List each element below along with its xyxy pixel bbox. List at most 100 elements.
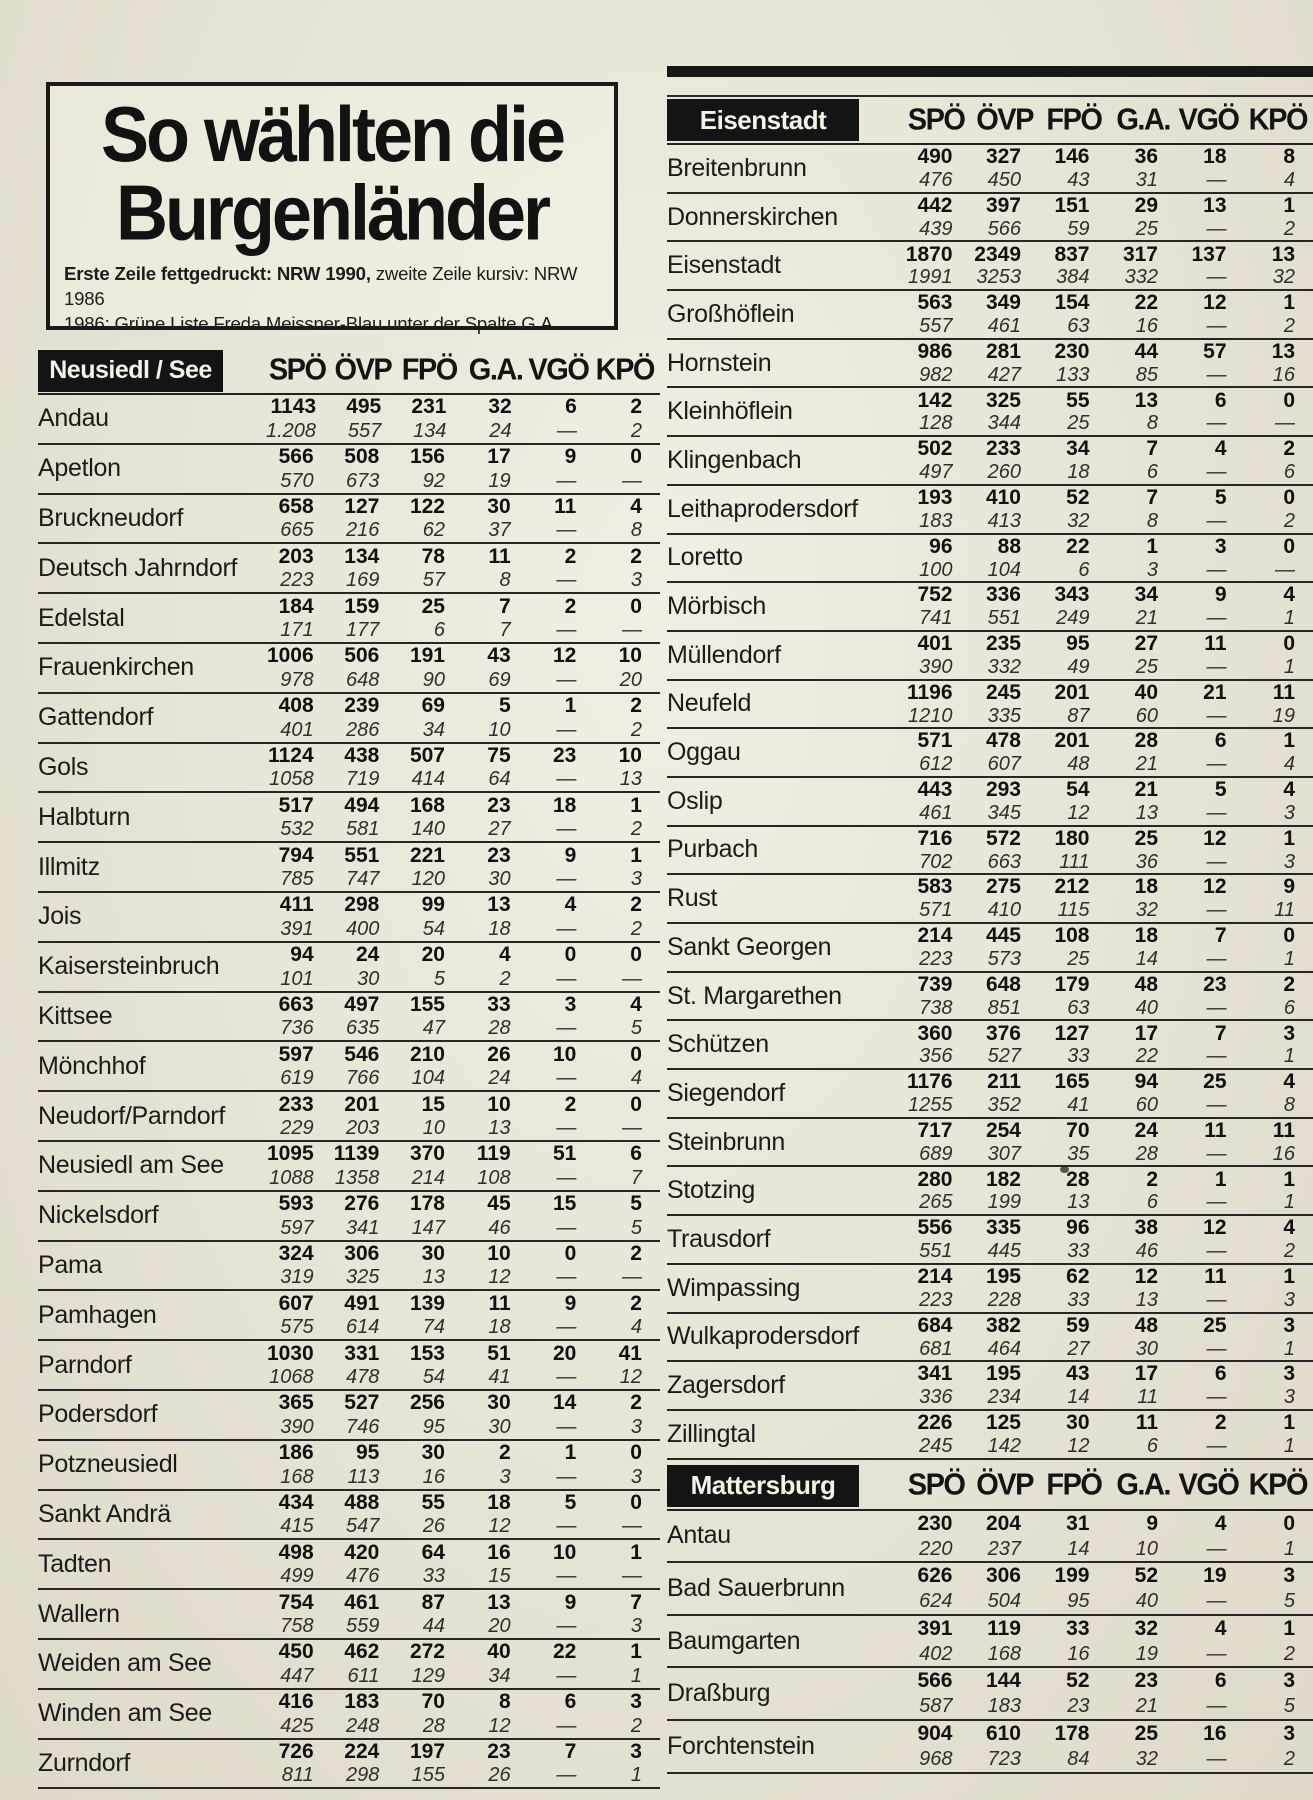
result-1986: 95	[1067, 1590, 1090, 1613]
result-1986: 6	[1078, 558, 1090, 581]
municipality-name: Forchtenstein	[667, 1731, 815, 1760]
result-1990: 1	[630, 793, 642, 817]
result-1990: 0	[564, 1241, 577, 1265]
result-1986: 40	[1135, 996, 1158, 1019]
result-1986: 665	[280, 519, 314, 542]
table-row: Purbach 716 572 180 25 12 1 702 663 111 36 — 3	[667, 827, 1313, 876]
result-1986: 352	[987, 1094, 1021, 1117]
result-1990: 0	[630, 943, 642, 967]
result-1990: 30	[487, 1391, 511, 1415]
table-row: Trausdorf 556 335 96 38 12 4 551 445 33 46 — 2	[667, 1216, 1313, 1265]
result-1990: 1196	[906, 680, 953, 704]
result-1990: 335	[985, 1216, 1021, 1240]
municipality-name: Wallern	[38, 1599, 120, 1628]
result-1990: 153	[409, 1341, 445, 1365]
result-1990: 4	[1214, 1616, 1227, 1640]
result-1990: 6	[564, 1690, 577, 1714]
result-1986: —	[556, 768, 577, 791]
municipality-name: Halbturn	[38, 802, 131, 831]
result-1986: —	[1206, 801, 1227, 824]
result-1990: 40	[487, 1640, 511, 1664]
result-1990: 4	[1283, 583, 1295, 607]
result-1986: —	[1206, 1642, 1227, 1665]
result-1986: 3	[630, 1465, 642, 1488]
result-1990: 4	[1283, 778, 1295, 802]
result-1986: 24	[488, 1067, 511, 1090]
result-1990: 256	[409, 1391, 445, 1415]
result-1986: 738	[919, 996, 953, 1019]
result-1986: 785	[280, 868, 314, 891]
result-1990: 365	[278, 1391, 314, 1415]
result-1986: 15	[488, 1565, 511, 1588]
result-1990: 15	[552, 1192, 577, 1216]
result-1986: 90	[422, 668, 445, 691]
result-1986: 332	[1124, 266, 1158, 289]
result-1990: 31	[1066, 1511, 1090, 1535]
result-1990: 88	[997, 534, 1021, 558]
result-1986: 36	[1135, 850, 1158, 873]
result-1990: 28	[1066, 1167, 1090, 1191]
result-1990: 95	[1066, 632, 1090, 656]
result-1986: —	[556, 1764, 577, 1787]
result-1986: 390	[280, 1415, 314, 1438]
page-title: So wählten die Burgenländer	[50, 95, 614, 255]
result-1986: 741	[919, 607, 953, 630]
result-1990: 506	[344, 644, 380, 668]
result-1990: 445	[985, 924, 1021, 948]
result-1986: 6	[1146, 1191, 1158, 1214]
party-header: KPÖ	[1248, 1468, 1309, 1502]
result-1990: 57	[1203, 339, 1227, 363]
result-1990: 245	[985, 680, 1021, 704]
result-1990: 11	[488, 1291, 511, 1315]
result-1986: 4	[1283, 169, 1295, 192]
result-1990: 203	[278, 544, 314, 568]
result-1990: 2	[630, 1241, 642, 1265]
result-1990: 233	[985, 437, 1021, 461]
result-1986: 27	[488, 818, 511, 841]
result-1986: 30	[488, 868, 511, 891]
result-1986: 92	[422, 469, 445, 492]
result-1986: 33	[422, 1565, 445, 1588]
result-1990: 571	[917, 729, 953, 753]
result-1986: 10	[1135, 1537, 1158, 1560]
result-1986: 736	[280, 1017, 314, 1040]
result-1990: 195	[985, 1362, 1021, 1386]
result-1990: 210	[409, 1042, 445, 1066]
result-1986: 28	[1135, 1142, 1158, 1165]
result-1990: 16	[487, 1540, 511, 1564]
result-1986: 214	[411, 1166, 445, 1189]
result-1986: 5	[1283, 1695, 1295, 1718]
result-1990: 7	[1146, 437, 1158, 461]
result-1990: 25	[1203, 1313, 1227, 1337]
result-1986: 400	[345, 917, 380, 940]
result-1990: 25	[1203, 1070, 1227, 1094]
result-1990: 0	[630, 1092, 642, 1116]
municipality-name: Baumgarten	[667, 1626, 801, 1655]
table-row: Schützen 360 376 127 17 7 3 356 527 33 22 — 1	[667, 1021, 1313, 1071]
result-1990: 13	[1271, 242, 1295, 266]
result-1986: 719	[345, 768, 380, 791]
result-1986: 101	[280, 967, 314, 990]
result-1986: 11	[1274, 899, 1295, 922]
result-1990: 986	[917, 339, 953, 363]
municipality-name: Trausdorf	[667, 1224, 771, 1253]
result-1986: 335	[987, 704, 1021, 727]
result-1990: 0	[630, 1441, 642, 1465]
result-1986: 571	[919, 899, 953, 922]
result-1990: 4	[630, 495, 642, 519]
result-1990: 125	[985, 1411, 1021, 1435]
right-column: Eisenstadt SPÖ ÖVP FPÖ G.A. VGÖ KPÖ Breitenbrun…	[667, 95, 1313, 1774]
result-1990: 1176	[906, 1070, 953, 1094]
result-1986: 2	[1283, 509, 1295, 532]
municipality-name: Jois	[38, 902, 82, 931]
result-1990: 1	[1283, 193, 1295, 217]
result-1990: 1	[1283, 291, 1295, 315]
result-1990: 51	[487, 1341, 511, 1365]
table-mattersburg: Mattersburg SPÖ ÖVP FPÖ G.A. VGÖ KPÖ Antau 230 20…	[667, 1463, 1313, 1774]
result-1986: 32	[1067, 509, 1090, 532]
municipality-name: Pamhagen	[38, 1300, 157, 1329]
result-1990: 1	[630, 1540, 642, 1564]
result-1986: 30	[488, 1415, 511, 1438]
result-1986: 1.208	[266, 419, 317, 442]
result-1990: 178	[1054, 1722, 1090, 1746]
